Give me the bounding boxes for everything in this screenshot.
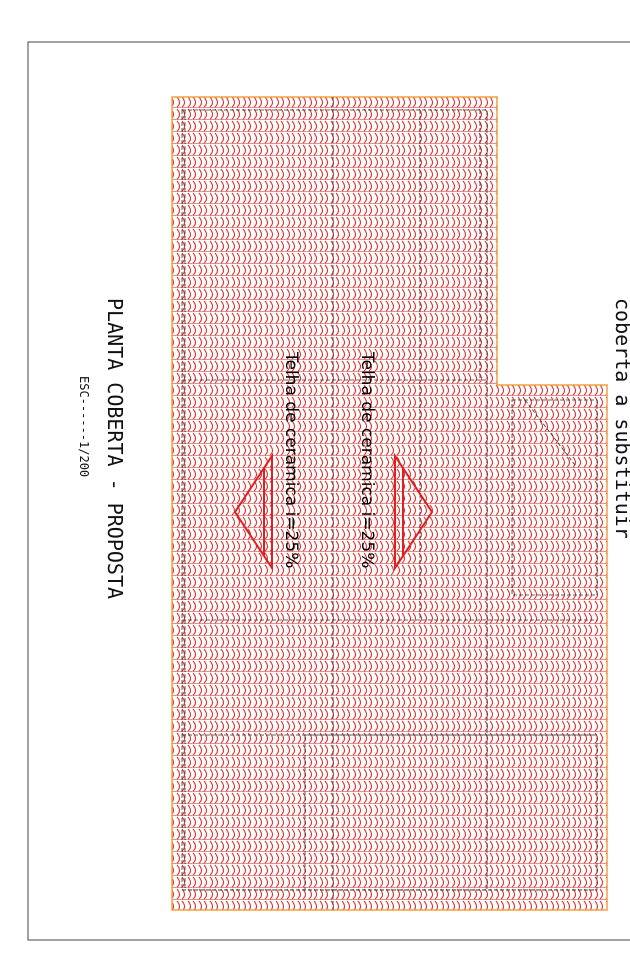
drawing-title: PLANTA COBERTA - PROPOSTA — [103, 298, 127, 599]
roof-plan — [172, 97, 607, 910]
drawing-scale: ESC------1/200 — [77, 376, 91, 477]
note: coberta a substituir — [611, 298, 630, 539]
roof-label: Telha de ceramica i=25% — [281, 351, 301, 568]
roof-label: Telha de ceramica i=25% — [357, 351, 377, 568]
drawing-sheet: Telha de ceramica i=25% Telha de ceramic… — [0, 0, 630, 954]
